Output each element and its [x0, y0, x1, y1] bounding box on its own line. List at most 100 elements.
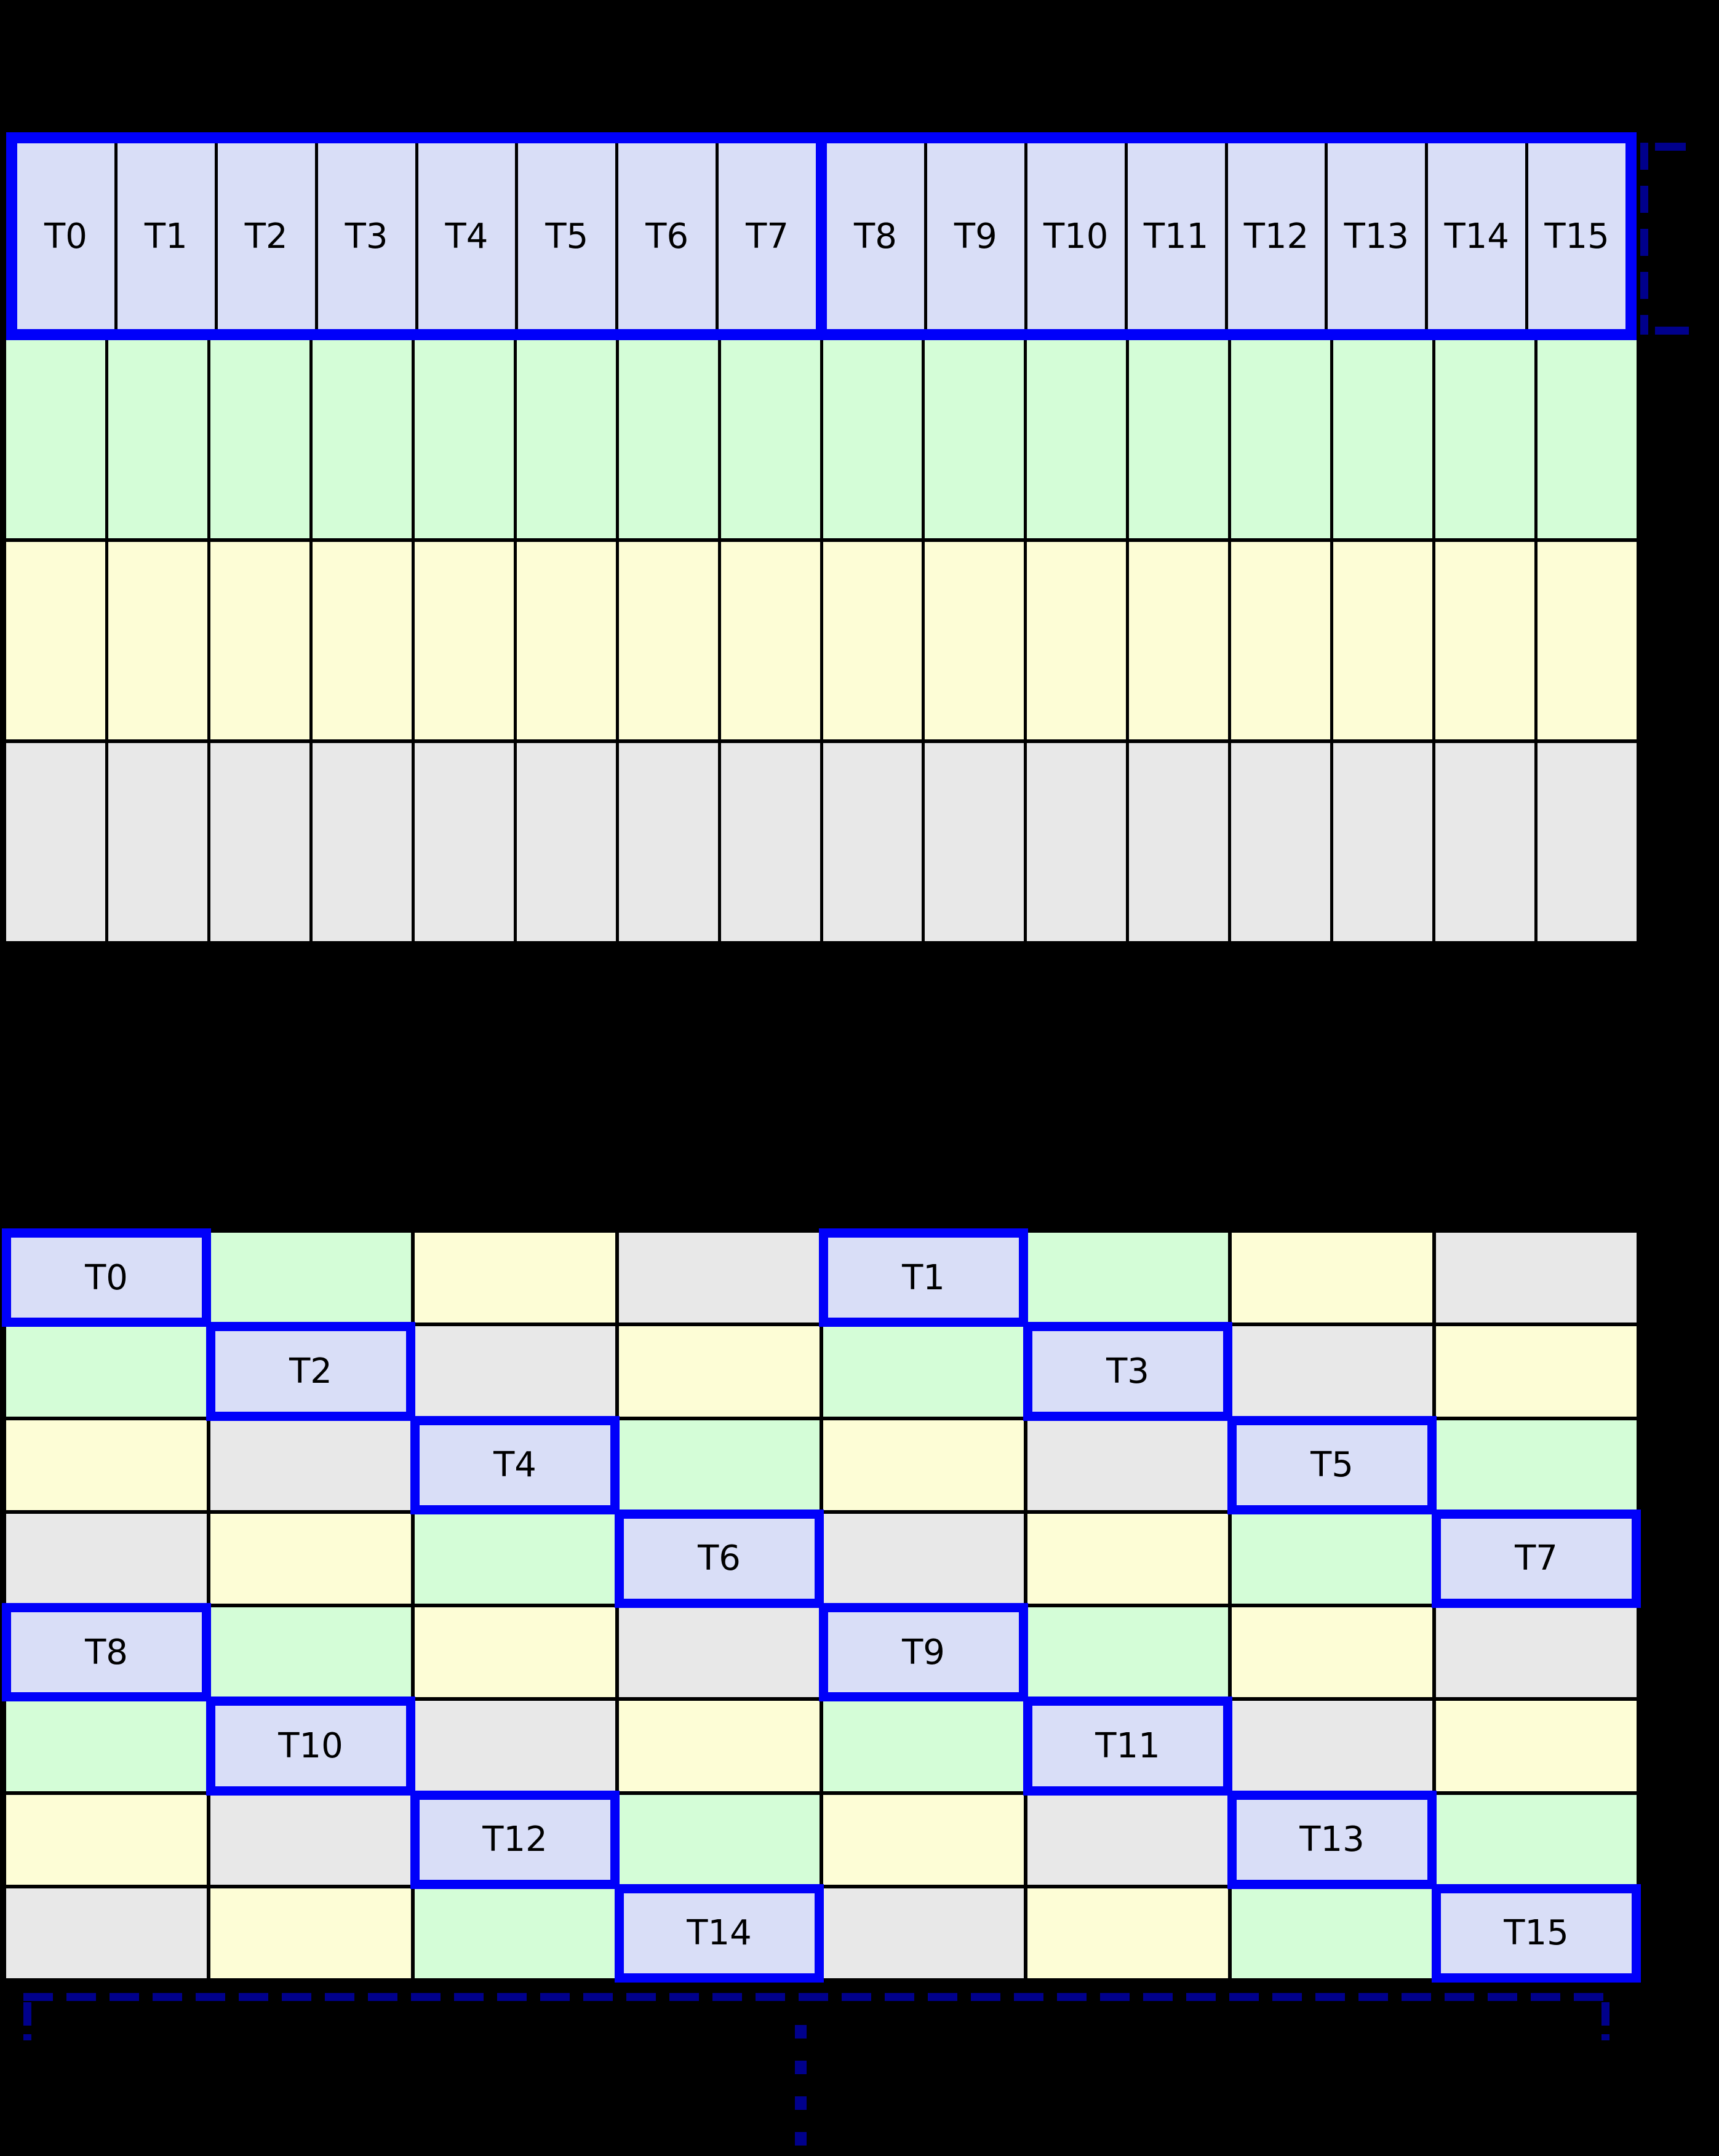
thread-cell-T7: T7: [716, 143, 816, 329]
memory-cell-green: [1232, 1513, 1432, 1604]
memory-cell-gray: [619, 1607, 820, 1698]
memory-cell-yellow: [1027, 1888, 1228, 1978]
memory-cell-gray: [615, 743, 718, 942]
thread-cell-T9: T9: [923, 143, 1024, 329]
thread-cell-T0: T0: [17, 143, 114, 329]
memory-cell-gray: [1232, 1701, 1432, 1791]
thread-cell-T3: T3: [1023, 1322, 1232, 1421]
thread-cell-T14: T14: [615, 1884, 824, 1983]
thread-cell-T13: T13: [1325, 143, 1426, 329]
memory-cell-yellow: [1232, 1607, 1432, 1698]
memory-cell-green: [513, 340, 616, 538]
memory-cell-green: [1232, 1888, 1432, 1978]
memory-cell-green: [210, 1607, 411, 1698]
thread-cell-T2: T2: [214, 143, 315, 329]
memory-cell-green: [1126, 340, 1229, 538]
memory-cell-yellow: [1232, 1233, 1432, 1323]
memory-cell-yellow: [1330, 541, 1433, 740]
thread-cell-T8: T8: [816, 143, 924, 329]
thread-cell-T5: T5: [1227, 1415, 1437, 1514]
memory-cell-gray: [619, 1233, 820, 1323]
thread-cell-T6: T6: [615, 1509, 824, 1609]
memory-cell-gray: [6, 1513, 207, 1604]
thread-cell-T9: T9: [819, 1602, 1028, 1702]
memory-cell-yellow: [820, 541, 922, 740]
bottom-grid-row: T2 T3: [6, 1322, 1637, 1421]
memory-cell-yellow: [922, 541, 1024, 740]
memory-cell-green: [207, 340, 309, 538]
memory-cell-yellow: [1436, 1701, 1637, 1791]
thread-cell-T13: T13: [1227, 1790, 1437, 1889]
memory-cell-yellow: [415, 1607, 615, 1698]
memory-cell-yellow: [1024, 541, 1127, 740]
thread-cell-T15: T15: [1432, 1884, 1641, 1983]
ellipsis-dot: [795, 2061, 807, 2074]
memory-cell-green: [1330, 340, 1433, 538]
thread-cell-T4: T4: [415, 143, 516, 329]
memory-cell-green: [309, 340, 412, 538]
memory-cell-green: [6, 1326, 207, 1417]
bottom-grid-row: T14 T15: [6, 1884, 1641, 1983]
span-bracket-left-end: [23, 2002, 31, 2040]
memory-cell-yellow: [415, 1233, 615, 1323]
memory-cell-green: [210, 1233, 411, 1323]
memory-cell-green: [717, 340, 820, 538]
bottom-grid-row: T6 T7: [6, 1509, 1641, 1609]
memory-cell-gray: [1432, 743, 1535, 942]
memory-cell-yellow: [615, 541, 718, 740]
memory-cell-yellow: [1126, 541, 1229, 740]
thread-cell-T1: T1: [114, 143, 215, 329]
memory-cell-gray: [210, 1794, 411, 1885]
thread-cell-T2: T2: [206, 1322, 415, 1421]
memory-cell-gray: [513, 743, 616, 942]
memory-cell-green: [922, 340, 1024, 538]
thread-cell-T15: T15: [1525, 143, 1625, 329]
thread-cell-T10: T10: [1024, 143, 1125, 329]
memory-cell-yellow: [513, 541, 616, 740]
memory-cell-yellow: [6, 1420, 207, 1510]
memory-cell-gray: [1534, 743, 1637, 942]
memory-cell-gray: [105, 743, 207, 942]
memory-cell-green: [1432, 340, 1535, 538]
memory-cell-gray: [210, 1420, 411, 1510]
thread-cell-T10: T10: [206, 1697, 415, 1796]
memory-cell-gray: [309, 743, 412, 942]
memory-cell-green: [411, 340, 514, 538]
memory-cell-yellow: [1432, 541, 1535, 740]
memory-cell-gray: [823, 1888, 1024, 1978]
memory-cell-yellow: [1228, 541, 1331, 740]
memory-cell-green: [823, 1326, 1024, 1417]
ellipsis-dot: [795, 2096, 807, 2110]
memory-cell-gray: [1232, 1326, 1432, 1417]
row-height-bracket: [1640, 143, 1689, 335]
memory-cell-yellow: [210, 1513, 411, 1604]
thread-cell-T6: T6: [615, 143, 716, 329]
memory-cell-gray: [1027, 1420, 1228, 1510]
bottom-grid-row: T0 T1: [2, 1228, 1637, 1327]
memory-cell-gray: [1228, 743, 1331, 942]
thread-cell-T3: T3: [314, 143, 415, 329]
memory-cell-gray: [6, 1888, 207, 1978]
top-grid-row-green: [6, 340, 1637, 538]
memory-cell-yellow: [619, 1701, 820, 1791]
top-grid-thread-row: T0 T1 T2 T3 T4 T5 T6 T7 T8 T9 T10 T11 T12 T13 T14 T15: [6, 132, 1637, 340]
bracket-vertical-dashed-line: [1640, 143, 1648, 335]
memory-cell-gray: [1330, 743, 1433, 942]
thread-cell-T0: T0: [2, 1228, 211, 1327]
thread-cell-T14: T14: [1425, 143, 1526, 329]
memory-cell-green: [619, 1420, 820, 1510]
memory-cell-yellow: [105, 541, 207, 740]
memory-cell-green: [6, 1701, 207, 1791]
memory-cell-gray: [415, 1701, 615, 1791]
memory-cell-green: [415, 1513, 615, 1604]
bottom-grid-row: T10 T11: [6, 1697, 1637, 1796]
memory-cell-gray: [6, 743, 105, 942]
memory-cell-green: [615, 340, 718, 538]
memory-cell-green: [415, 1888, 615, 1978]
memory-cell-green: [105, 340, 207, 538]
memory-cell-gray: [207, 743, 309, 942]
thread-cell-T11: T11: [1023, 1697, 1232, 1796]
memory-cell-green: [1027, 1233, 1228, 1323]
memory-cell-green: [1027, 1607, 1228, 1698]
memory-cell-gray: [922, 743, 1024, 942]
